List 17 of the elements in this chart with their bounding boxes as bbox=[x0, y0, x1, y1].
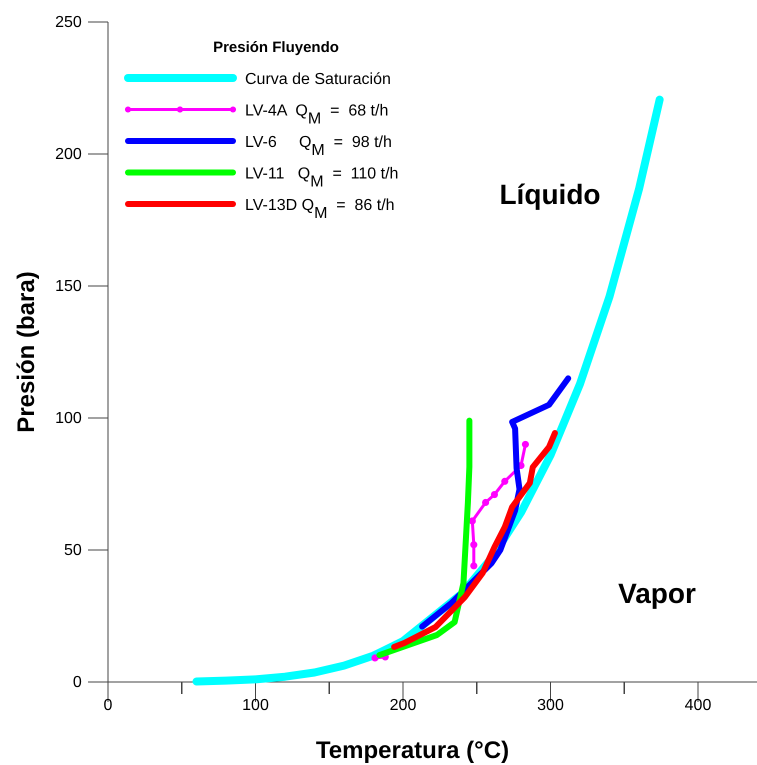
legend-title: Presión Fluyendo bbox=[213, 39, 339, 56]
x-axis-title: Temperatura (°C) bbox=[316, 737, 510, 764]
y-tick-label: 250 bbox=[55, 14, 82, 32]
x-tick-label: 100 bbox=[242, 696, 269, 714]
annotation: Líquido bbox=[499, 179, 601, 210]
y-tick-label: 150 bbox=[55, 278, 82, 296]
x-tick-label: 0 bbox=[104, 696, 113, 714]
y-tick-label: 0 bbox=[72, 674, 82, 692]
x-tick-label: 400 bbox=[684, 696, 712, 714]
y-tick-label: 100 bbox=[55, 410, 82, 428]
y-axis-title: Presión (bara) bbox=[13, 271, 40, 433]
x-tick-label: 200 bbox=[390, 696, 416, 714]
legend-label: Curva de Saturación bbox=[245, 71, 391, 88]
x-tick-label: 300 bbox=[537, 696, 564, 714]
annotation: Vapor bbox=[618, 578, 696, 609]
y-tick-label: 50 bbox=[64, 542, 82, 560]
y-tick-label: 200 bbox=[55, 146, 82, 164]
